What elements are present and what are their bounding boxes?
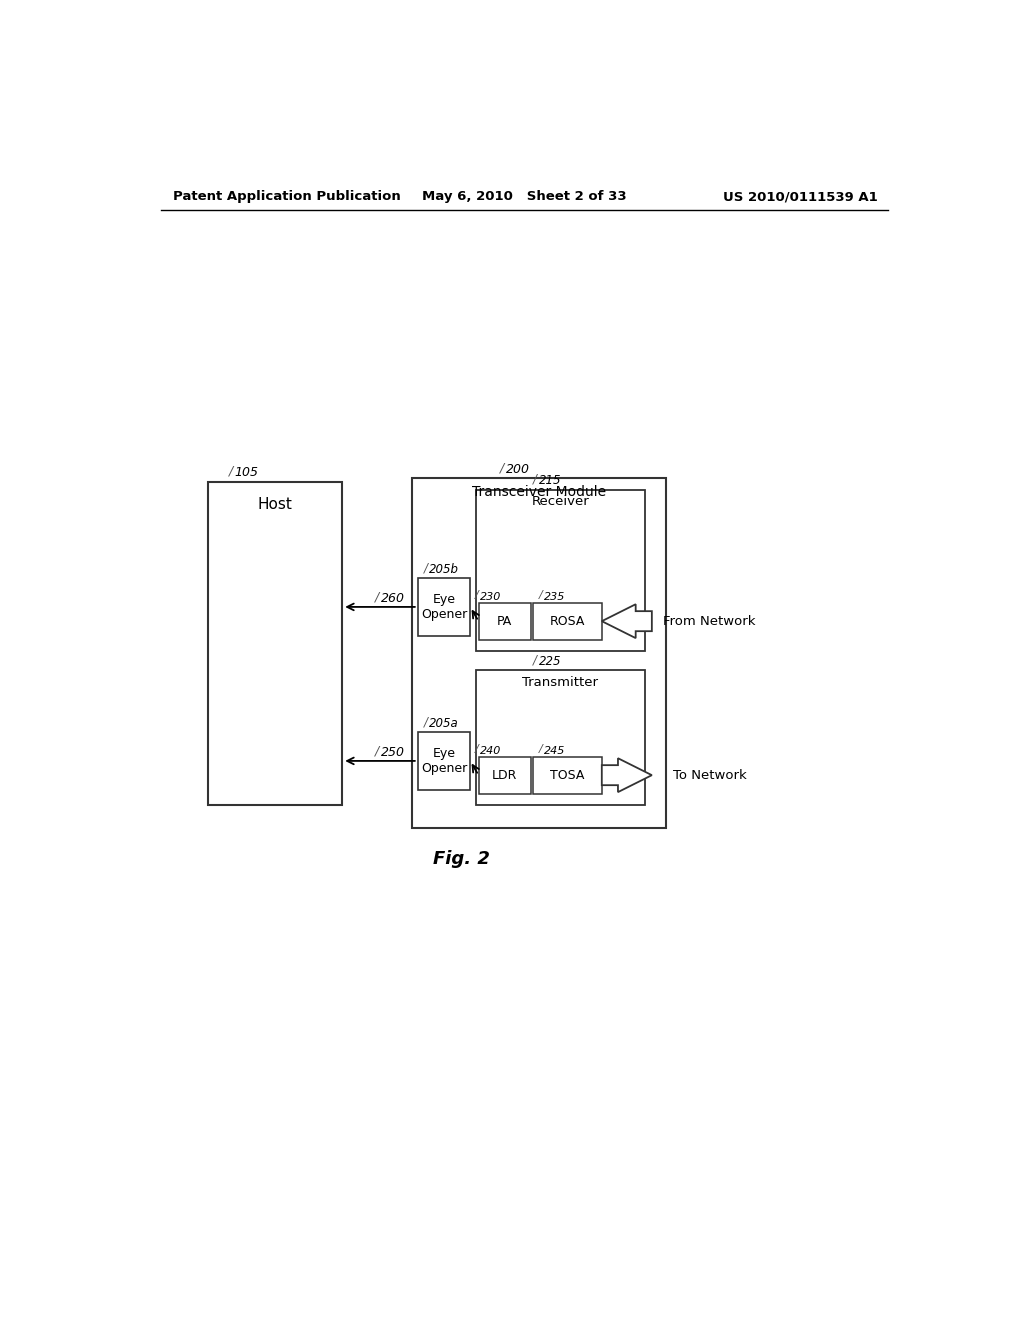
Polygon shape [602,758,652,792]
Text: /: / [539,590,543,601]
Text: TOSA: TOSA [550,768,585,781]
Text: 225: 225 [539,655,561,668]
Text: May 6, 2010   Sheet 2 of 33: May 6, 2010 Sheet 2 of 33 [423,190,627,203]
Text: 250: 250 [381,746,404,759]
Text: /: / [376,744,380,758]
Text: /: / [475,744,478,755]
Text: To Network: To Network [673,768,746,781]
Bar [475,671,645,805]
Bar [208,482,342,805]
Text: /: / [424,561,428,574]
Text: /: / [424,715,428,729]
Bar [475,490,645,651]
Text: Host: Host [257,498,293,512]
Text: /: / [534,653,538,667]
Bar [418,578,470,636]
Text: Transmitter: Transmitter [522,676,598,689]
Text: /: / [534,473,538,486]
Text: Patent Application Publication: Patent Application Publication [173,190,400,203]
Bar [532,603,602,640]
Text: 205a: 205a [429,717,459,730]
Text: ROSA: ROSA [550,615,585,628]
Text: Receiver: Receiver [531,495,589,508]
Text: 230: 230 [480,591,502,602]
Text: 215: 215 [539,474,561,487]
Text: US 2010/0111539 A1: US 2010/0111539 A1 [723,190,878,203]
Text: Transceiver Module: Transceiver Module [472,484,606,499]
Text: 260: 260 [381,591,404,605]
Text: 235: 235 [544,591,565,602]
Text: /: / [475,590,478,601]
Text: PA: PA [498,615,512,628]
Text: From Network: From Network [664,615,756,628]
Text: Eye
Opener: Eye Opener [421,747,467,775]
Bar [412,478,666,829]
Text: /: / [500,461,505,474]
Polygon shape [602,605,652,638]
Text: /: / [229,465,233,478]
Text: 205b: 205b [429,562,460,576]
Text: Fig. 2: Fig. 2 [433,850,490,869]
Bar [478,756,531,793]
Text: 245: 245 [544,746,565,756]
Bar [418,733,470,789]
Bar [478,603,531,640]
Text: Eye
Opener: Eye Opener [421,593,467,620]
Text: 105: 105 [234,466,258,479]
Text: /: / [539,744,543,755]
Bar [532,756,602,793]
Text: /: / [376,590,380,603]
Text: 240: 240 [480,746,502,756]
Text: 200: 200 [506,462,529,475]
Text: LDR: LDR [493,768,517,781]
